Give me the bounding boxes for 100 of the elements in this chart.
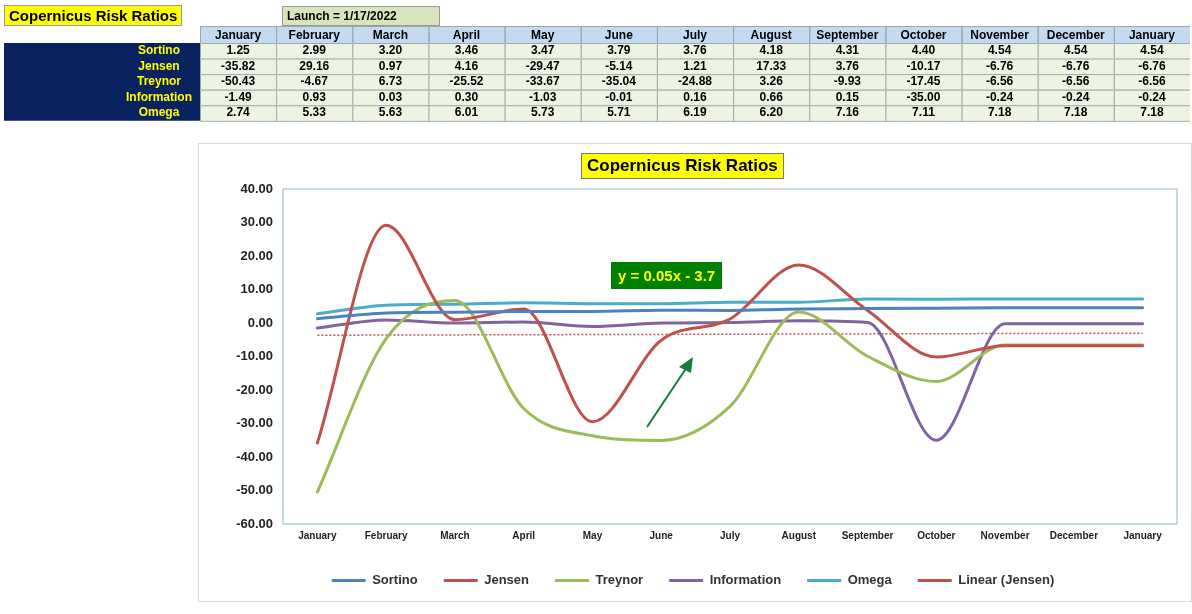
data-label: -6.56 [1062,74,1090,89]
data-label: 4.40 [911,43,936,58]
data-label: 0.30 [454,89,479,104]
data-label: -0.24 [1138,89,1166,104]
annotation: y = 0.05x - 3.7 [611,262,723,289]
data-label: -35.82 [221,58,256,73]
data-label: 7.18 [987,105,1012,120]
y-tick-label: -50.00 [236,482,273,498]
data-label: 29.16 [299,58,330,73]
x-tick-label: October [917,529,956,541]
data-label: 4.54 [1140,43,1164,58]
y-tick-label: 20.00 [240,247,273,263]
y-tick-label: Treynor [137,74,182,89]
x-tick-label: January [298,529,337,541]
data-label: -4.67 [300,74,329,89]
x-tick-label: August [750,27,792,42]
x-tick-label: April [512,529,536,541]
x-tick-label: December [1049,529,1099,541]
x-tick-label: December [1046,27,1106,42]
line-series [315,306,1145,321]
x-tick-label: June [649,529,674,541]
data-label: -0.01 [605,89,633,104]
data-label: 4.54 [1064,43,1088,58]
data-label: -0.24 [985,89,1014,104]
data-label: 5.33 [302,105,327,120]
chart-title: Copernicus Risk Ratios [4,5,183,26]
data-label: 6.19 [683,105,707,120]
x-tick-label: July [682,27,708,42]
data-label: 4.16 [454,58,479,73]
y-tick-label: 40.00 [240,180,273,196]
data-label: 3.46 [454,43,479,58]
data-label: -9.93 [833,74,862,89]
data-label: -24.88 [677,74,713,89]
x-tick-label: November [970,27,1030,42]
line-series [315,297,1145,316]
x-tick-label: August [781,529,817,541]
data-label: 1.21 [683,58,707,73]
data-label: -6.56 [985,74,1014,89]
x-tick-label: January [1123,529,1163,541]
x-tick-label: March [440,529,470,541]
y-tick-label: Omega [138,105,180,120]
y-tick-label: -40.00 [236,448,273,464]
data-label: -17.45 [906,74,941,89]
data-label: 4.18 [759,43,784,58]
chart-title: Copernicus Risk Ratios [581,153,784,179]
data-label: -1.49 [224,89,253,104]
data-label: 0.93 [302,89,327,104]
data-label: -6.76 [1062,58,1090,73]
legend-label: Sortino [372,572,418,588]
x-tick-label: May [582,529,603,541]
data-label: -6.76 [1138,58,1166,73]
data-label: 0.03 [378,89,403,104]
y-tick-label: 30.00 [240,214,273,230]
data-label: 3.26 [759,74,784,89]
data-label: -0.24 [1062,89,1090,104]
data-label: 5.73 [531,105,555,120]
data-label: 17.33 [756,58,787,73]
y-tick-label: -60.00 [236,515,273,531]
data-label: 5.71 [607,105,631,120]
data-label: 3.76 [835,58,860,73]
data-label: -10.17 [906,58,941,73]
data-label: 3.76 [683,43,707,58]
data-label: -6.76 [985,58,1014,73]
data-label: 0.15 [835,89,860,104]
data-label: -25.52 [449,74,484,89]
data-label: 6.73 [378,74,403,89]
data-label: 2.99 [302,43,327,58]
data-label: 7.16 [835,105,860,120]
x-tick-label: February [364,529,408,541]
legend-label: Omega [847,572,893,588]
data-label: 7.11 [912,105,936,120]
data-label: 6.01 [454,105,479,120]
data-label: 1.25 [226,43,251,58]
data-label: 7.18 [1064,105,1088,120]
data-label: -29.47 [525,58,561,73]
x-tick-label: May [531,27,555,42]
data-label: -5.14 [605,58,633,73]
legend-label: Jensen [484,572,530,588]
data-label: 2.74 [226,105,251,120]
legend-label: Linear (Jensen) [958,572,1055,588]
x-tick-label: February [288,27,341,42]
x-tick-label: June [604,27,634,42]
data-label: 7.18 [1140,105,1164,120]
x-tick-label: October [900,27,947,42]
x-tick-label: April [452,27,481,42]
data-label: 3.47 [531,43,555,58]
x-tick-label: January [1128,27,1176,42]
data-label: 5.63 [378,105,403,120]
y-tick-label: -10.00 [236,348,273,364]
y-tick-label: Sortino [138,43,180,58]
data-label: 4.31 [835,43,860,58]
line-series [315,318,1145,442]
data-label: -35.04 [601,74,637,89]
data-label: 0.16 [683,89,707,104]
y-tick-label: Jensen [138,58,180,73]
data-label: 6.20 [759,105,784,120]
legend-label: Treynor [595,572,644,588]
x-tick-label: November [980,529,1030,541]
data-label: 4.54 [987,43,1012,58]
legend-label: Information [709,572,782,588]
